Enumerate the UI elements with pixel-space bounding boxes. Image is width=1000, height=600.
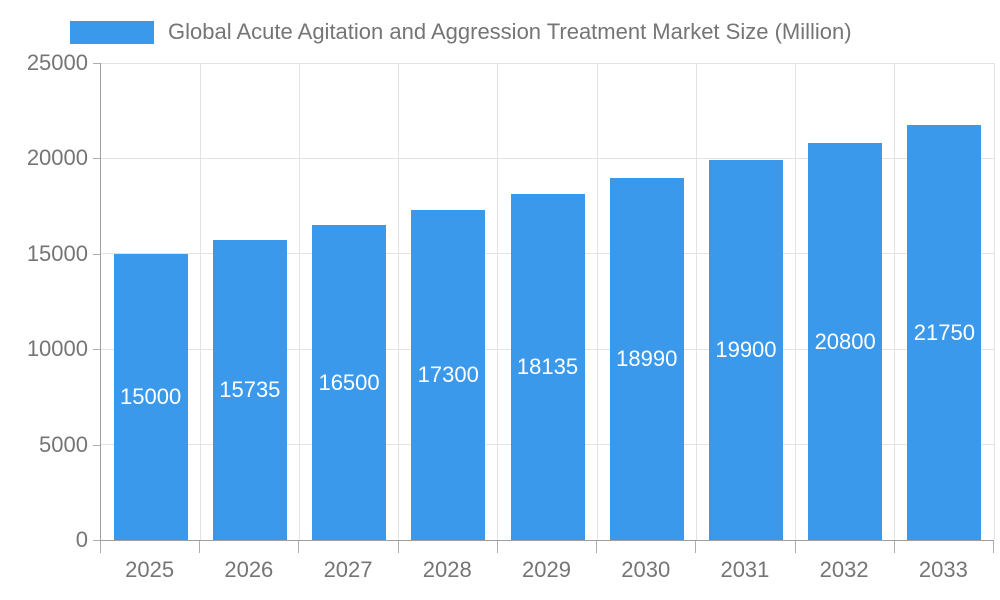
x-axis-tick [298,541,300,553]
x-axis-tick-label: 2031 [720,557,770,582]
y-axis-tick-label: 5000 [39,431,88,457]
y-axis-tick-label: 20000 [26,145,88,171]
x-axis-tick-label: 2030 [621,557,671,582]
legend-label: Global Acute Agitation and Aggression Tr… [168,19,852,44]
y-axis-tick-label: 10000 [26,336,88,362]
bar-2031[interactable] [708,160,783,540]
x-axis-tick [794,541,796,553]
x-axis-tick-label: 2028 [422,557,472,582]
x-axis-tick [199,541,201,553]
bar-2033[interactable] [907,125,982,540]
bar-value-label: 17300 [417,361,479,387]
bar-value-label: 21750 [913,319,975,345]
y-axis-tick [93,253,100,255]
x-axis-tick-label: 2033 [918,557,968,582]
x-axis-tick-label: 2026 [224,557,274,582]
x-axis-tick [893,541,895,553]
gridline-horizontal [101,62,994,64]
bar-2029[interactable] [510,193,585,540]
bar-2030[interactable] [609,177,684,540]
legend[interactable]: Global Acute Agitation and Aggression Tr… [70,17,852,47]
y-axis-tick [93,63,100,64]
bar-value-label: 15000 [120,383,182,409]
gridline-vertical [993,63,995,540]
gridline-vertical [199,63,201,540]
y-axis-tick [93,444,100,446]
x-axis-tick-label: 2025 [125,557,175,582]
gridline-vertical [497,63,499,540]
bar-2026[interactable] [212,239,287,540]
y-axis-tick-label: 0 [75,527,88,552]
x-axis-tick [397,541,399,553]
x-axis-tick [993,541,994,553]
bar-2025[interactable] [113,253,188,540]
gridline-vertical [894,63,896,540]
x-axis-tick-label: 2029 [522,557,571,582]
bar-value-label: 15735 [219,376,281,402]
y-axis-tick [93,540,100,541]
legend-swatch[interactable] [70,20,154,44]
y-axis-tick-label: 15000 [26,240,88,266]
gridline-vertical [398,63,400,540]
x-axis-tick [100,541,101,553]
gridline-vertical [298,63,300,540]
gridline-horizontal [101,157,994,159]
gridline-vertical [795,63,797,540]
bar-value-label: 18135 [516,353,579,379]
x-axis-tick-label: 2032 [819,557,869,582]
x-axis-tick [695,541,697,553]
y-axis-tick-label: 25000 [26,50,88,75]
y-axis-tick [93,158,100,160]
plot-area: 15000 15735 16500 17300 18135 18990 19900 20800… [100,62,995,541]
bar-2027[interactable] [312,225,387,540]
bar-value-label: 19900 [715,337,777,363]
bar-2032[interactable] [808,143,883,540]
gridline-vertical [695,63,697,540]
gridline-vertical [596,63,598,540]
x-axis-tick-label: 2027 [323,557,373,582]
y-axis-tick [93,349,100,351]
bar-value-label: 20800 [814,328,876,354]
bar-value-label: 18990 [616,345,678,371]
x-axis-tick [496,541,498,553]
x-axis-tick [596,541,598,553]
bar-2028[interactable] [411,209,486,540]
bar-value-label: 16500 [318,369,380,395]
